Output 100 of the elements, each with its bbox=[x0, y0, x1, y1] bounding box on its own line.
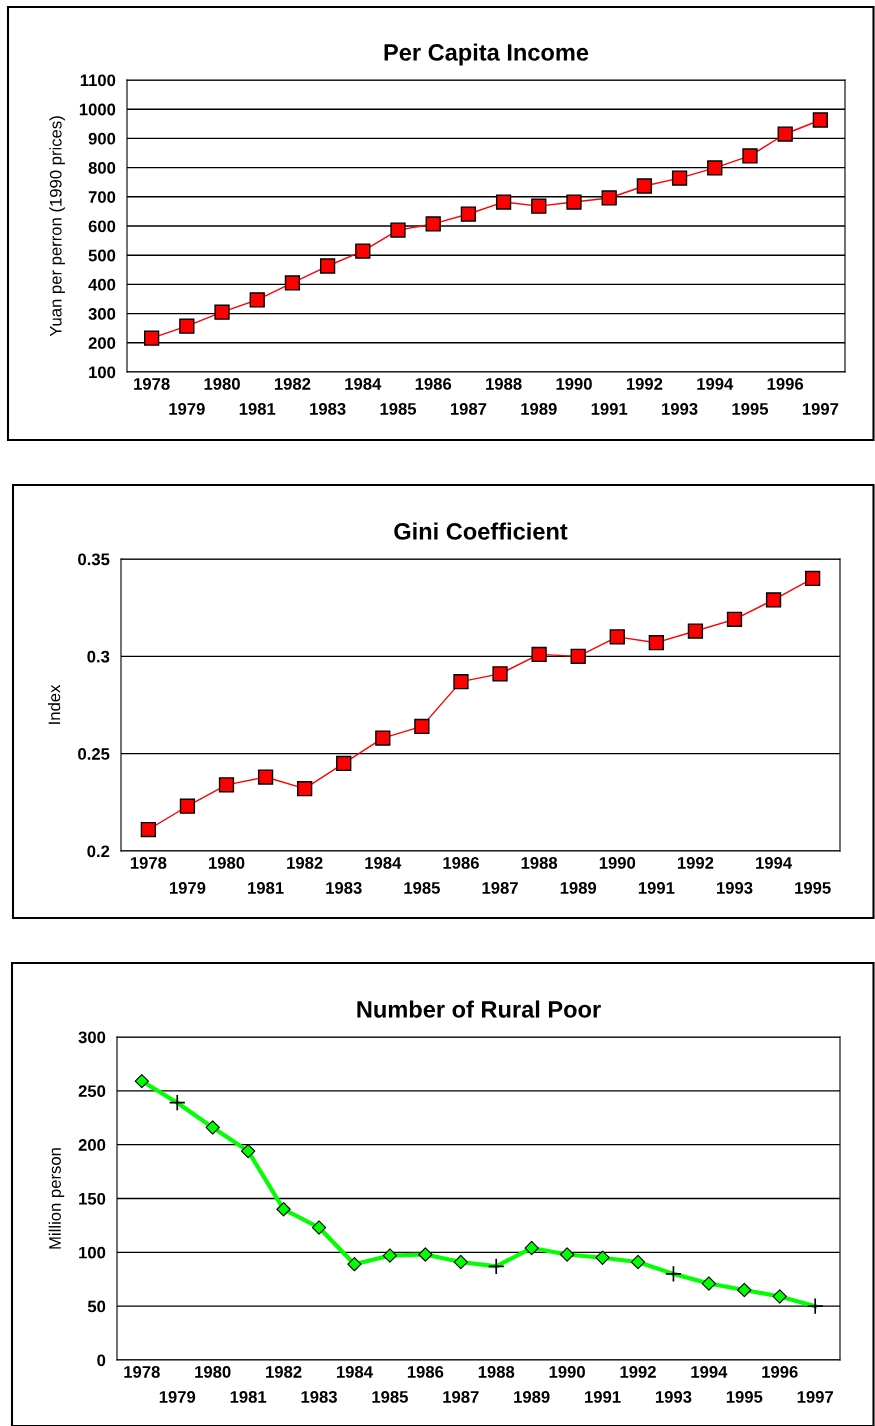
x-tick-label: 1987 bbox=[443, 1391, 479, 1403]
x-tick-label: 1991 bbox=[591, 403, 628, 415]
point bbox=[179, 318, 195, 334]
y-tick-label: 0.25 bbox=[78, 748, 110, 760]
x-tick-label: 1984 bbox=[345, 378, 382, 390]
x-tick-label: 1996 bbox=[762, 1366, 798, 1378]
x-tick-label: 1979 bbox=[169, 882, 206, 894]
x-tick-label: 1981 bbox=[248, 882, 284, 894]
point bbox=[524, 1240, 539, 1256]
y-tick-label: 1100 bbox=[80, 74, 116, 87]
point bbox=[276, 1202, 291, 1217]
x-tick-label: 1990 bbox=[549, 1366, 585, 1378]
x-tick-label: 1995 bbox=[732, 403, 769, 415]
x-tick-label: 1986 bbox=[415, 378, 452, 390]
x-tick-label: 1993 bbox=[662, 403, 698, 415]
point bbox=[595, 1250, 610, 1265]
point bbox=[134, 1073, 149, 1089]
point bbox=[664, 1265, 682, 1283]
x-tick-label: 1991 bbox=[638, 882, 675, 894]
x-tick-label: 1990 bbox=[556, 378, 592, 390]
y-tick-label: 0.35 bbox=[78, 553, 110, 566]
point bbox=[777, 126, 793, 142]
point bbox=[737, 1282, 752, 1298]
point bbox=[297, 781, 313, 797]
point bbox=[453, 1254, 468, 1270]
point bbox=[492, 666, 508, 682]
x-tick-label: 1991 bbox=[585, 1391, 621, 1403]
point bbox=[214, 304, 230, 320]
y-tick-label: 50 bbox=[87, 1300, 106, 1313]
x-tick-label: 1979 bbox=[159, 1391, 196, 1403]
x-tick-label: 1997 bbox=[802, 403, 839, 415]
point bbox=[284, 275, 301, 291]
point bbox=[257, 769, 274, 785]
x-tick-label: 1982 bbox=[274, 378, 311, 390]
point bbox=[687, 623, 704, 639]
x-tick-label: 1978 bbox=[130, 857, 167, 869]
x-tick-label: 1997 bbox=[797, 1391, 833, 1403]
x-tick-label: 1984 bbox=[365, 857, 402, 869]
x-tick-label: 1982 bbox=[266, 1366, 302, 1378]
x-tick-label: 1995 bbox=[726, 1391, 763, 1403]
x-tick-label: 1989 bbox=[514, 1391, 550, 1403]
point bbox=[140, 821, 156, 838]
y-tick-label: 100 bbox=[79, 1246, 106, 1259]
x-tick-label: 1990 bbox=[599, 857, 636, 869]
x-tick-label: 1983 bbox=[310, 403, 346, 415]
y-tick-label: 0 bbox=[97, 1354, 106, 1367]
x-tick-label: 1983 bbox=[301, 1391, 337, 1403]
point bbox=[636, 178, 653, 194]
point bbox=[168, 1094, 186, 1112]
point bbox=[418, 1247, 433, 1262]
point bbox=[249, 292, 265, 308]
x-tick-label: 1987 bbox=[450, 403, 487, 415]
y-tick-label: 200 bbox=[78, 1139, 106, 1151]
point bbox=[566, 194, 582, 210]
point bbox=[319, 258, 336, 274]
x-tick-label: 1992 bbox=[620, 1366, 656, 1378]
x-tick-label: 1986 bbox=[443, 857, 479, 869]
x-tick-label: 1996 bbox=[767, 378, 804, 390]
point bbox=[630, 1254, 646, 1270]
x-tick-label: 1981 bbox=[239, 403, 276, 415]
x-tick-label: 1978 bbox=[134, 378, 170, 390]
x-tick-label: 1978 bbox=[124, 1366, 160, 1378]
point bbox=[414, 718, 430, 735]
x-tick-label: 1984 bbox=[336, 1366, 373, 1378]
point bbox=[559, 1247, 575, 1262]
point bbox=[609, 629, 625, 645]
point bbox=[726, 611, 743, 627]
x-tick-label: 1985 bbox=[372, 1391, 408, 1403]
point bbox=[460, 206, 477, 222]
point bbox=[601, 190, 617, 206]
x-tick-label: 1980 bbox=[195, 1366, 231, 1378]
point bbox=[742, 148, 758, 164]
x-tick-label: 1994 bbox=[756, 857, 793, 869]
point bbox=[425, 216, 441, 232]
chart-title: Gini Coefficient bbox=[394, 522, 568, 540]
point bbox=[347, 1257, 362, 1272]
point bbox=[311, 1220, 327, 1235]
y-tick-label: 100 bbox=[89, 366, 116, 379]
x-tick-label: 1980 bbox=[209, 857, 245, 869]
point bbox=[531, 646, 547, 663]
point bbox=[218, 777, 235, 793]
point bbox=[375, 730, 391, 746]
x-tick-label: 1994 bbox=[691, 1366, 728, 1378]
point bbox=[671, 170, 688, 186]
x-tick-label: 1980 bbox=[204, 378, 240, 390]
x-tick-label: 1983 bbox=[326, 882, 362, 894]
point bbox=[382, 1248, 398, 1263]
x-tick-label: 1989 bbox=[521, 403, 557, 415]
x-tick-label: 1987 bbox=[482, 882, 518, 894]
x-tick-label: 1985 bbox=[380, 403, 417, 415]
x-tick-label: 1992 bbox=[677, 857, 714, 869]
point bbox=[812, 112, 829, 128]
point bbox=[143, 330, 160, 346]
y-tick-label: 700 bbox=[88, 191, 116, 203]
y-axis-title: Million person bbox=[48, 1148, 65, 1249]
y-tick-label: 1000 bbox=[79, 103, 116, 116]
x-tick-label: 1995 bbox=[795, 882, 831, 894]
x-tick-label: 1992 bbox=[626, 378, 663, 390]
y-axis-title: Yuan per perron (1990 prices) bbox=[49, 116, 65, 337]
x-tick-label: 1985 bbox=[404, 882, 440, 894]
